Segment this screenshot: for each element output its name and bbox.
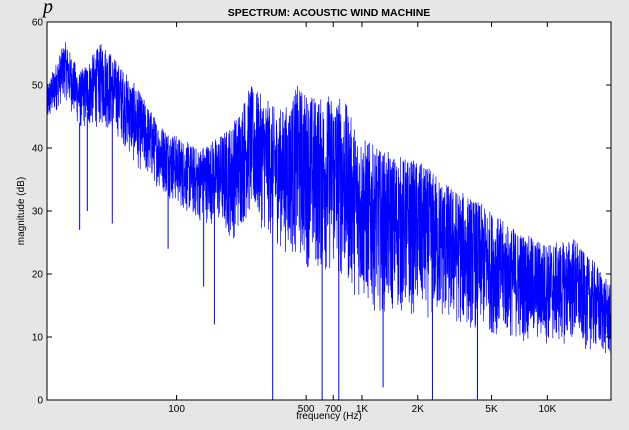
x-tick-label-1K: 1K — [356, 404, 369, 415]
y-tick-label-20: 20 — [32, 270, 44, 281]
ticks-layer: 0 10 20 30 40 50 60 100 500 700 1K 2K 5K 10K — [32, 18, 611, 415]
y-tick-label-10: 10 — [32, 333, 44, 344]
x-tick-label-700: 700 — [325, 404, 342, 415]
y-tick-label-30: 30 — [32, 207, 44, 218]
chart-title: SPECTRUM: ACOUSTIC WIND MACHINE — [228, 7, 431, 19]
x-tick-label-2K: 2K — [412, 404, 425, 415]
series-0-trace — [46, 42, 612, 354]
x-tick-label-5K: 5K — [485, 404, 498, 415]
y-tick-label-60: 60 — [32, 18, 44, 29]
y-tick-label-50: 50 — [32, 81, 44, 92]
caption-fragment: p — [43, 0, 53, 18]
y-tick-label-0: 0 — [37, 396, 43, 407]
x-tick-label-500: 500 — [298, 404, 315, 415]
series-layer — [46, 42, 612, 400]
y-tick-label-40: 40 — [32, 144, 44, 155]
x-tick-label-10K: 10K — [538, 404, 556, 415]
x-tick-label-100: 100 — [168, 404, 185, 415]
x-axis-label: frequency (Hz) — [296, 411, 362, 422]
y-axis-label: magnitude (dB) — [16, 177, 27, 245]
